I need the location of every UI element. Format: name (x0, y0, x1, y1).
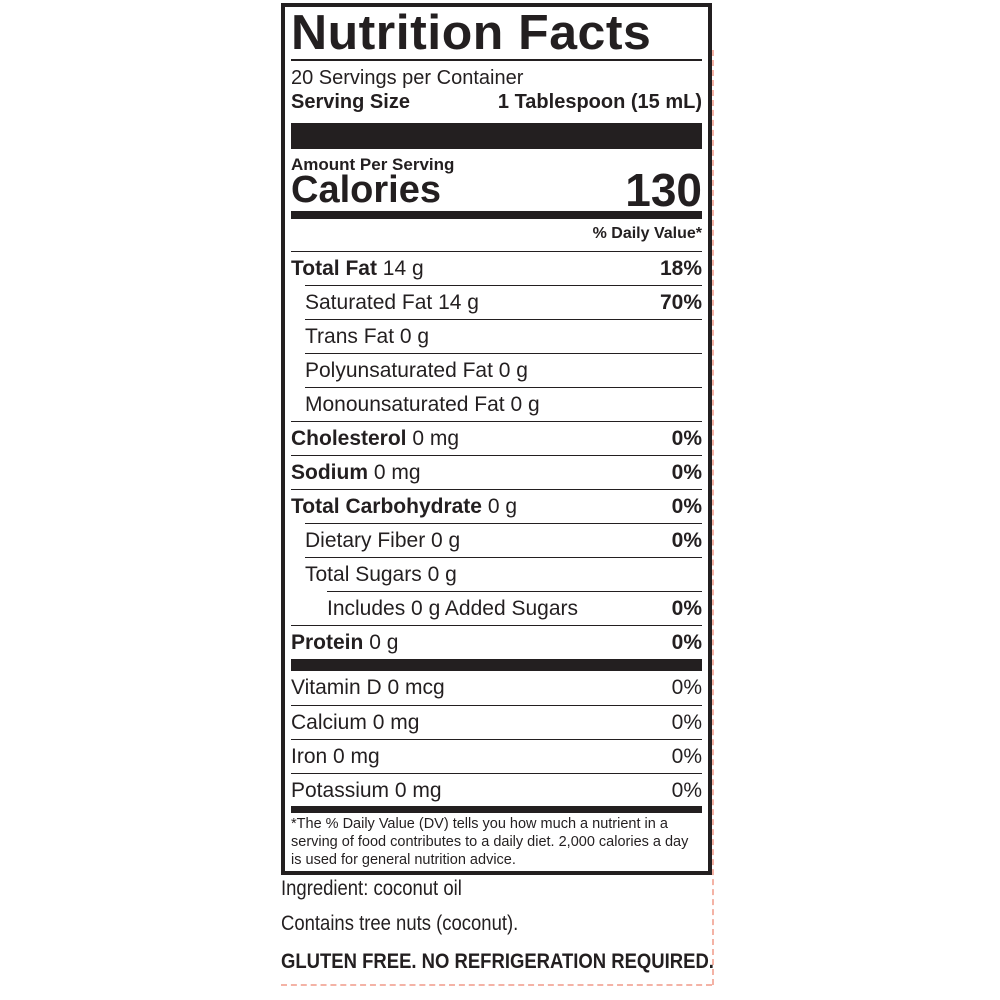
nutrient-row: Monounsaturated Fat 0 g (305, 387, 702, 421)
nutrient-row: Polyunsaturated Fat 0 g (305, 353, 702, 387)
vitamin-amount: 0 mg (333, 744, 380, 768)
nutrient-amount: 0 g (498, 358, 528, 382)
nutrient-amount: 0 g (487, 494, 518, 518)
ingredient-statement: Ingredient: coconut oil (281, 877, 462, 900)
allergen-statement: Contains tree nuts (coconut). (281, 912, 519, 935)
nutrient-amount: 0 mg (373, 460, 421, 484)
nutrient-label: Total Carbohydrate (291, 494, 482, 518)
nutrient-amount: 0 g (399, 324, 430, 348)
vitamin-row: Potassium 0 mg 0% (291, 773, 702, 807)
nutrient-label: Sodium (291, 460, 368, 484)
vitamin-amount: 0 mg (394, 778, 442, 802)
nutrient-daily-value: 0% (671, 630, 702, 654)
nutrient-name: Includes 0 g Added Sugars (327, 597, 578, 621)
nutrient-row: Cholesterol 0 mg 0% (291, 421, 702, 455)
nutrient-daily-value: 0% (671, 528, 702, 552)
calories-value: 130 (625, 164, 702, 216)
nutrient-name: Total Carbohydrate 0 g (291, 495, 517, 519)
vitamin-daily-value: 0% (671, 710, 702, 734)
vitamin-daily-value: 0% (671, 744, 702, 768)
nutrient-name: Trans Fat 0 g (305, 325, 429, 349)
vitamin-label: Potassium (291, 778, 390, 802)
calories-label: Calories (291, 169, 441, 211)
nutrient-label: Trans Fat (305, 324, 395, 348)
vitamin-amount: 0 mg (372, 710, 420, 734)
vitamin-name: Vitamin D 0 mcg (291, 676, 445, 700)
claim-statement: GLUTEN FREE. NO REFRIGERATION REQUIRED. (281, 950, 714, 973)
nutrient-amount: 14 g (438, 290, 479, 314)
vitamin-name: Iron 0 mg (291, 745, 380, 769)
nutrient-name: Total Fat 14 g (291, 257, 424, 281)
nutrient-label: Includes 0 g Added Sugars (327, 596, 579, 620)
nutrient-name: Polyunsaturated Fat 0 g (305, 359, 528, 383)
nutrient-row: Dietary Fiber 0 g 0% (305, 523, 702, 557)
nutrient-name: Saturated Fat 14 g (305, 291, 479, 315)
nutrition-facts-panel: Nutrition Facts 20 Servings per Containe… (281, 3, 712, 875)
thick-divider (291, 123, 702, 149)
nutrient-label: Total Fat (291, 256, 377, 280)
nutrient-label: Cholesterol (291, 426, 407, 450)
nutrient-row: Total Sugars 0 g (305, 557, 702, 591)
nutrient-amount: 0 g (369, 630, 399, 654)
dieline-right (712, 50, 714, 985)
nutrient-label: Polyunsaturated Fat (305, 358, 493, 382)
nutrient-name: Total Sugars 0 g (305, 563, 457, 587)
vitamin-row: Calcium 0 mg 0% (291, 705, 702, 739)
nutrient-daily-value: 0% (671, 596, 702, 620)
dieline-bottom (281, 984, 712, 986)
nutrient-daily-value: 0% (671, 426, 702, 450)
medium-divider (291, 211, 702, 219)
nutrient-amount: 14 g (382, 256, 424, 280)
footnote: *The % Daily Value (DV) tells you how mu… (291, 816, 689, 868)
vitamin-label: Vitamin D (291, 676, 382, 699)
nutrient-amount: 0 g (510, 392, 540, 416)
serving-size-label: Serving Size (291, 91, 410, 113)
vitamin-row: Vitamin D 0 mcg 0% (291, 671, 702, 705)
vitamin-label: Calcium (291, 710, 367, 734)
nutrient-name: Sodium 0 mg (291, 461, 421, 485)
vitamin-amount: 0 mcg (387, 676, 445, 699)
vitamin-name: Potassium 0 mg (291, 779, 442, 803)
nutrient-name: Protein 0 g (291, 631, 398, 655)
nutrient-label: Monounsaturated Fat (305, 392, 505, 416)
calories-row: Calories 130 (291, 167, 702, 213)
vitamin-label: Iron (291, 744, 328, 768)
nutrient-label: Dietary Fiber (305, 528, 426, 552)
nutrient-row: Saturated Fat 14 g 70% (305, 285, 702, 319)
nutrient-name: Cholesterol 0 mg (291, 427, 459, 451)
medium-divider (291, 806, 702, 813)
nutrient-name: Dietary Fiber 0 g (305, 529, 460, 553)
nutrient-label: Total Sugars (305, 562, 422, 586)
servings-per-container: 20 Servings per Container (291, 67, 524, 89)
serving-size: Serving Size 1 Tablespoon (15 mL) (291, 91, 702, 114)
vitamin-daily-value: 0% (671, 778, 702, 802)
thick-divider (291, 659, 702, 671)
nutrient-daily-value: 0% (671, 494, 702, 518)
nutrient-row: Total Carbohydrate 0 g 0% (291, 489, 702, 523)
nutrient-name: Monounsaturated Fat 0 g (305, 393, 540, 417)
vitamin-daily-value: 0% (671, 676, 702, 699)
nutrient-row: Trans Fat 0 g (305, 319, 702, 353)
nutrient-amount: 0 mg (412, 426, 460, 450)
vitamin-name: Calcium 0 mg (291, 711, 419, 735)
nutrient-daily-value: 70% (659, 290, 702, 314)
nutrient-label: Saturated Fat (305, 290, 433, 314)
amount-per-serving: Amount Per Serving (291, 155, 455, 174)
nutrient-label: Protein (291, 630, 364, 654)
panel-title: Nutrition Facts (291, 6, 652, 60)
daily-value-header: % Daily Value* (592, 225, 702, 242)
nutrient-row: Total Fat 14 g 18% (291, 251, 702, 285)
nutrient-amount: 0 g (431, 528, 461, 552)
nutrient-row: Protein 0 g 0% (291, 625, 702, 659)
divider (291, 59, 702, 61)
nutrient-row: Sodium 0 mg 0% (291, 455, 702, 489)
nutrient-daily-value: 0% (671, 460, 702, 484)
vitamin-row: Iron 0 mg 0% (291, 739, 702, 773)
nutrient-amount: 0 g (427, 562, 457, 586)
nutrient-daily-value: 18% (659, 256, 702, 280)
nutrient-row: Includes 0 g Added Sugars 0% (327, 591, 702, 625)
serving-size-value: 1 Tablespoon (15 mL) (497, 91, 702, 113)
